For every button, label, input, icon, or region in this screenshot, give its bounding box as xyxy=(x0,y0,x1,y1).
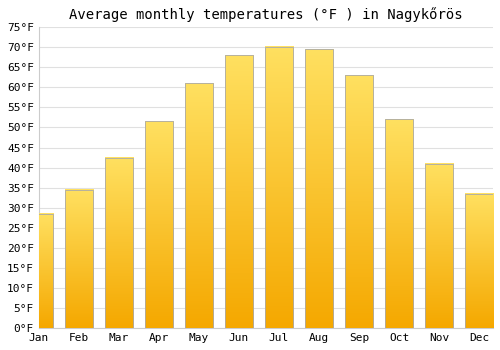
Bar xyxy=(345,75,373,328)
Bar xyxy=(425,163,453,328)
Title: Average monthly temperatures (°F ) in Nagykőrös: Average monthly temperatures (°F ) in Na… xyxy=(69,7,462,22)
Bar xyxy=(185,83,213,328)
Bar xyxy=(225,55,253,328)
Bar xyxy=(65,190,93,328)
Bar xyxy=(265,47,293,328)
Bar xyxy=(305,49,333,328)
Bar xyxy=(105,158,133,328)
Bar xyxy=(385,119,413,328)
Bar xyxy=(465,194,493,328)
Bar xyxy=(145,121,173,328)
Bar xyxy=(25,214,53,328)
